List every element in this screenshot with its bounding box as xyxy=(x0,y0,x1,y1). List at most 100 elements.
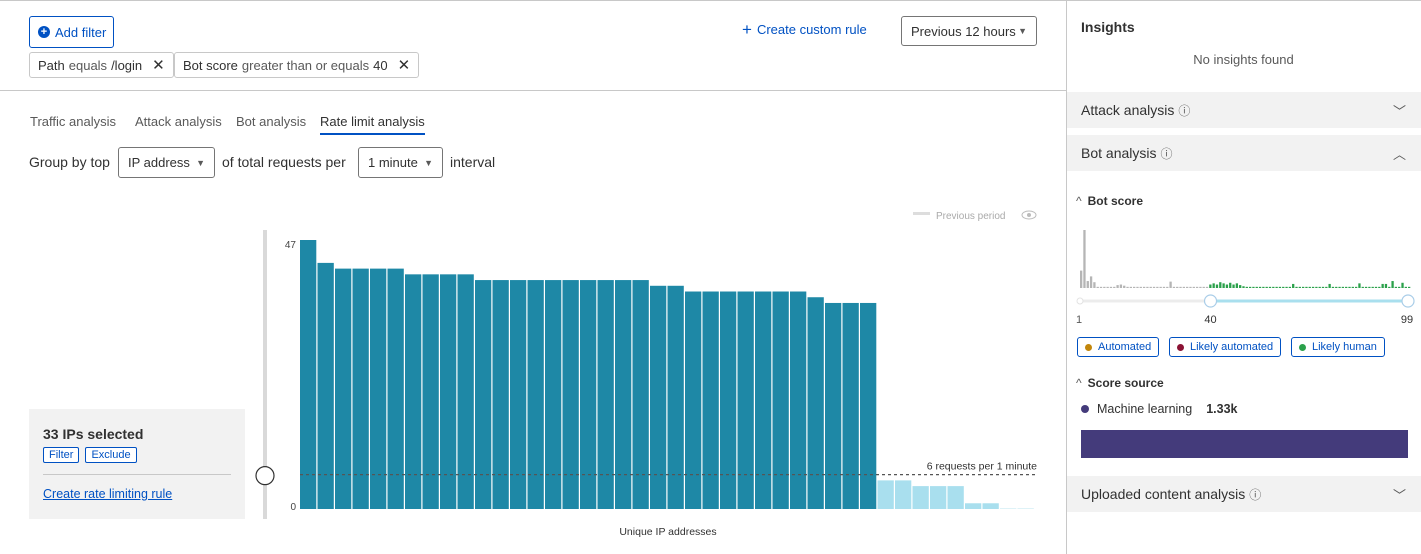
create-custom-rule-link[interactable]: + Create custom rule xyxy=(742,21,867,38)
selected-ip-bar[interactable] xyxy=(807,297,824,509)
selected-ip-bar[interactable] xyxy=(457,274,474,509)
create-rate-limiting-rule-link[interactable]: Create rate limiting rule xyxy=(43,487,173,501)
filter-chip-bot-score[interactable]: Bot score greater than or equals 40 ✕ xyxy=(174,52,420,78)
selected-ip-bar[interactable] xyxy=(772,291,789,509)
selected-ip-bar[interactable] xyxy=(440,274,457,509)
selected-ip-bar[interactable] xyxy=(510,280,527,509)
selected-ip-bar[interactable] xyxy=(825,302,842,509)
unselected-ip-bar[interactable] xyxy=(1000,508,1017,509)
legend-automated[interactable]: Automated xyxy=(1077,337,1160,357)
bot-score-bar xyxy=(1182,286,1186,288)
slider-high-handle[interactable] xyxy=(1401,294,1415,308)
bot-score-bar xyxy=(1318,286,1321,288)
exclude-button[interactable]: Exclude xyxy=(85,447,137,463)
slider-low-handle[interactable] xyxy=(1203,294,1218,308)
bot-score-header[interactable]: ^ Bot score xyxy=(1076,194,1143,208)
legend-likely-automated[interactable]: Likely automated xyxy=(1169,337,1282,357)
close-icon[interactable]: ✕ xyxy=(397,57,411,74)
selected-ip-bar[interactable] xyxy=(405,274,422,509)
caret-down-icon: ▼ xyxy=(1018,26,1027,36)
tab-attack-analysis[interactable]: Attack analysis xyxy=(135,114,222,129)
selected-ip-bar[interactable] xyxy=(562,280,579,509)
selected-ip-bar[interactable] xyxy=(685,291,702,509)
bot-score-bar xyxy=(1364,286,1368,288)
bot-score-bar xyxy=(1189,286,1192,288)
selected-ip-bar[interactable] xyxy=(545,280,562,509)
group-by-select[interactable]: IP address ▼ xyxy=(118,147,215,178)
bot-score-bar xyxy=(1282,286,1285,288)
bot-score-bar xyxy=(1222,283,1225,288)
selected-ip-bar[interactable] xyxy=(667,285,684,509)
unselected-ip-bar[interactable] xyxy=(947,486,964,509)
score-source-title: Score source xyxy=(1087,376,1164,390)
bot-score-bar xyxy=(1242,286,1245,288)
time-range-select[interactable]: Previous 12 hours ▼ xyxy=(901,16,1037,46)
selected-ip-bar[interactable] xyxy=(790,291,807,509)
unselected-ip-bar[interactable] xyxy=(965,503,982,509)
bot-score-bar xyxy=(1388,286,1391,288)
legend-label: Likely automated xyxy=(1190,341,1274,353)
section-title: Bot analysis xyxy=(1081,144,1157,161)
info-icon[interactable]: ⓘ xyxy=(1249,487,1262,502)
eye-icon[interactable] xyxy=(1021,210,1037,220)
legend-likely-human[interactable]: Likely human xyxy=(1291,337,1385,357)
selected-ip-bar[interactable] xyxy=(702,291,719,509)
selected-ip-bar[interactable] xyxy=(492,280,509,509)
bot-score-bar xyxy=(1315,286,1318,288)
bot-score-bar xyxy=(1099,286,1103,288)
selected-ip-bar[interactable] xyxy=(475,280,492,509)
uploaded-content-section-header[interactable]: Uploaded content analysis ⓘ ﹀ xyxy=(1067,476,1421,512)
bot-score-bar xyxy=(1292,283,1295,288)
slider-min-handle[interactable] xyxy=(1076,297,1084,305)
selected-ip-bar[interactable] xyxy=(527,280,544,509)
bot-score-bar xyxy=(1202,286,1205,288)
threshold-slider-handle[interactable] xyxy=(255,466,275,486)
previous-period-legend-label[interactable]: Previous period xyxy=(936,211,1005,222)
group-by-middle: of total requests per xyxy=(222,154,346,170)
unselected-ip-bar[interactable] xyxy=(1017,508,1034,509)
bot-score-bar xyxy=(1298,286,1301,288)
unselected-ip-bar[interactable] xyxy=(877,480,894,509)
tab-traffic-analysis[interactable]: Traffic analysis xyxy=(30,114,116,129)
selected-ip-bar[interactable] xyxy=(737,291,754,509)
selected-ip-bar[interactable] xyxy=(720,291,737,509)
attack-analysis-section-header[interactable]: Attack analysis ⓘ ﹀ xyxy=(1067,92,1421,128)
interval-select[interactable]: 1 minute ▼ xyxy=(358,147,443,178)
selected-ip-bar[interactable] xyxy=(422,274,439,509)
selected-ip-bar[interactable] xyxy=(317,262,334,509)
info-icon[interactable]: ⓘ xyxy=(1160,146,1173,161)
unselected-ip-bar[interactable] xyxy=(982,503,999,509)
info-icon[interactable]: ⓘ xyxy=(1178,103,1191,118)
selected-ip-bar[interactable] xyxy=(580,280,597,509)
selected-ip-bar[interactable] xyxy=(335,268,352,509)
tab-bot-analysis[interactable]: Bot analysis xyxy=(236,114,307,129)
bot-score-bar xyxy=(1394,286,1398,288)
filter-button[interactable]: Filter xyxy=(43,447,80,463)
selected-ip-bar[interactable] xyxy=(860,302,877,509)
dot-icon xyxy=(1085,343,1092,351)
tab-rate-limit-analysis[interactable]: Rate limit analysis xyxy=(320,114,425,135)
selected-ip-bar[interactable] xyxy=(650,285,667,509)
bot-score-bar xyxy=(1080,270,1083,288)
selected-ip-bar[interactable] xyxy=(755,291,772,509)
selected-ip-bar[interactable] xyxy=(615,280,632,509)
selected-ip-bar[interactable] xyxy=(632,280,649,509)
bot-analysis-section-header[interactable]: Bot analysis ⓘ ︿ xyxy=(1067,135,1421,171)
selected-ip-bar[interactable] xyxy=(300,240,317,509)
unselected-ip-bar[interactable] xyxy=(912,486,929,509)
y-range-slider-track[interactable] xyxy=(263,230,267,519)
bot-score-bar xyxy=(1113,286,1116,288)
selected-ip-bar[interactable] xyxy=(597,280,614,509)
close-icon[interactable]: ✕ xyxy=(152,57,165,74)
divider xyxy=(0,90,1066,91)
add-filter-button[interactable]: + Add filter xyxy=(29,16,114,48)
selected-ip-bar[interactable] xyxy=(370,268,387,509)
selected-ip-bar[interactable] xyxy=(387,268,404,509)
selected-ip-bar[interactable] xyxy=(842,302,859,509)
unselected-ip-bar[interactable] xyxy=(895,480,912,509)
selected-ip-bar[interactable] xyxy=(352,268,369,509)
unselected-ip-bar[interactable] xyxy=(930,486,947,509)
caret-down-icon: ▼ xyxy=(196,157,205,168)
score-source-header[interactable]: ^ Score source xyxy=(1076,376,1164,390)
filter-chip-path[interactable]: Path equals/login ✕ xyxy=(29,52,174,78)
